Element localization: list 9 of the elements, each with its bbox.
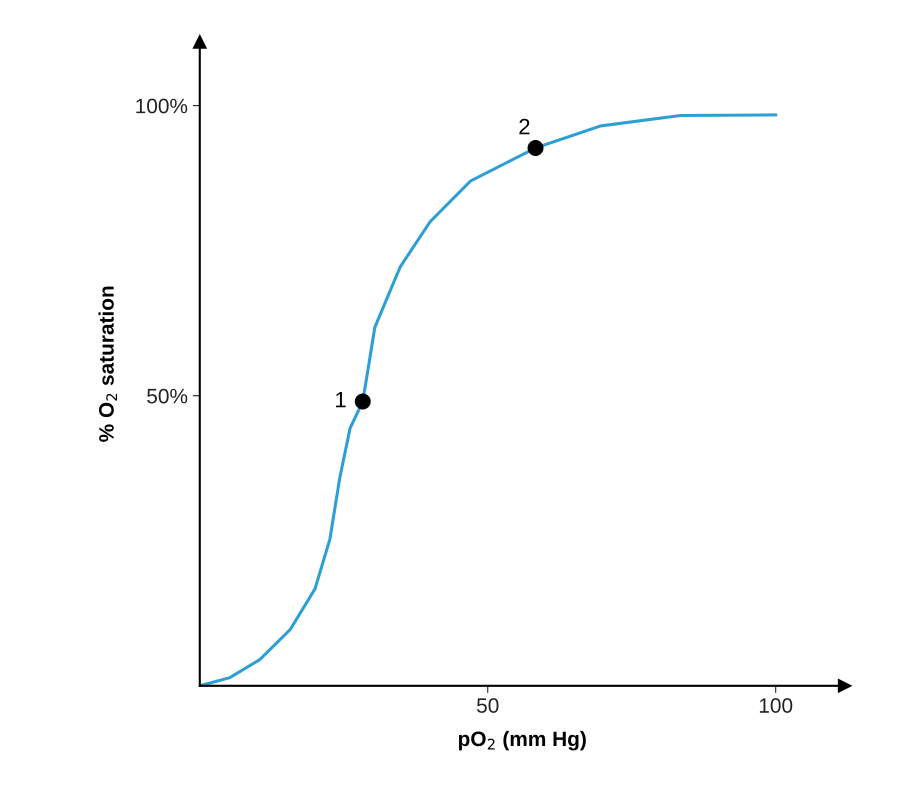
x-tick-label: 100 [760, 698, 792, 713]
y-axis-title: % O$_{2}$ saturation [98, 286, 118, 442]
y-tick-label: 50% [147, 388, 188, 404]
y-tick-label: 100% [136, 98, 188, 114]
line-series [200, 113, 778, 686]
x-tick-label: 50 [476, 698, 499, 713]
x-axis-title: pO$_{2}$ (mm Hg) [458, 730, 586, 750]
annotation: 2 [519, 118, 530, 134]
annotation: 1 [336, 392, 346, 408]
